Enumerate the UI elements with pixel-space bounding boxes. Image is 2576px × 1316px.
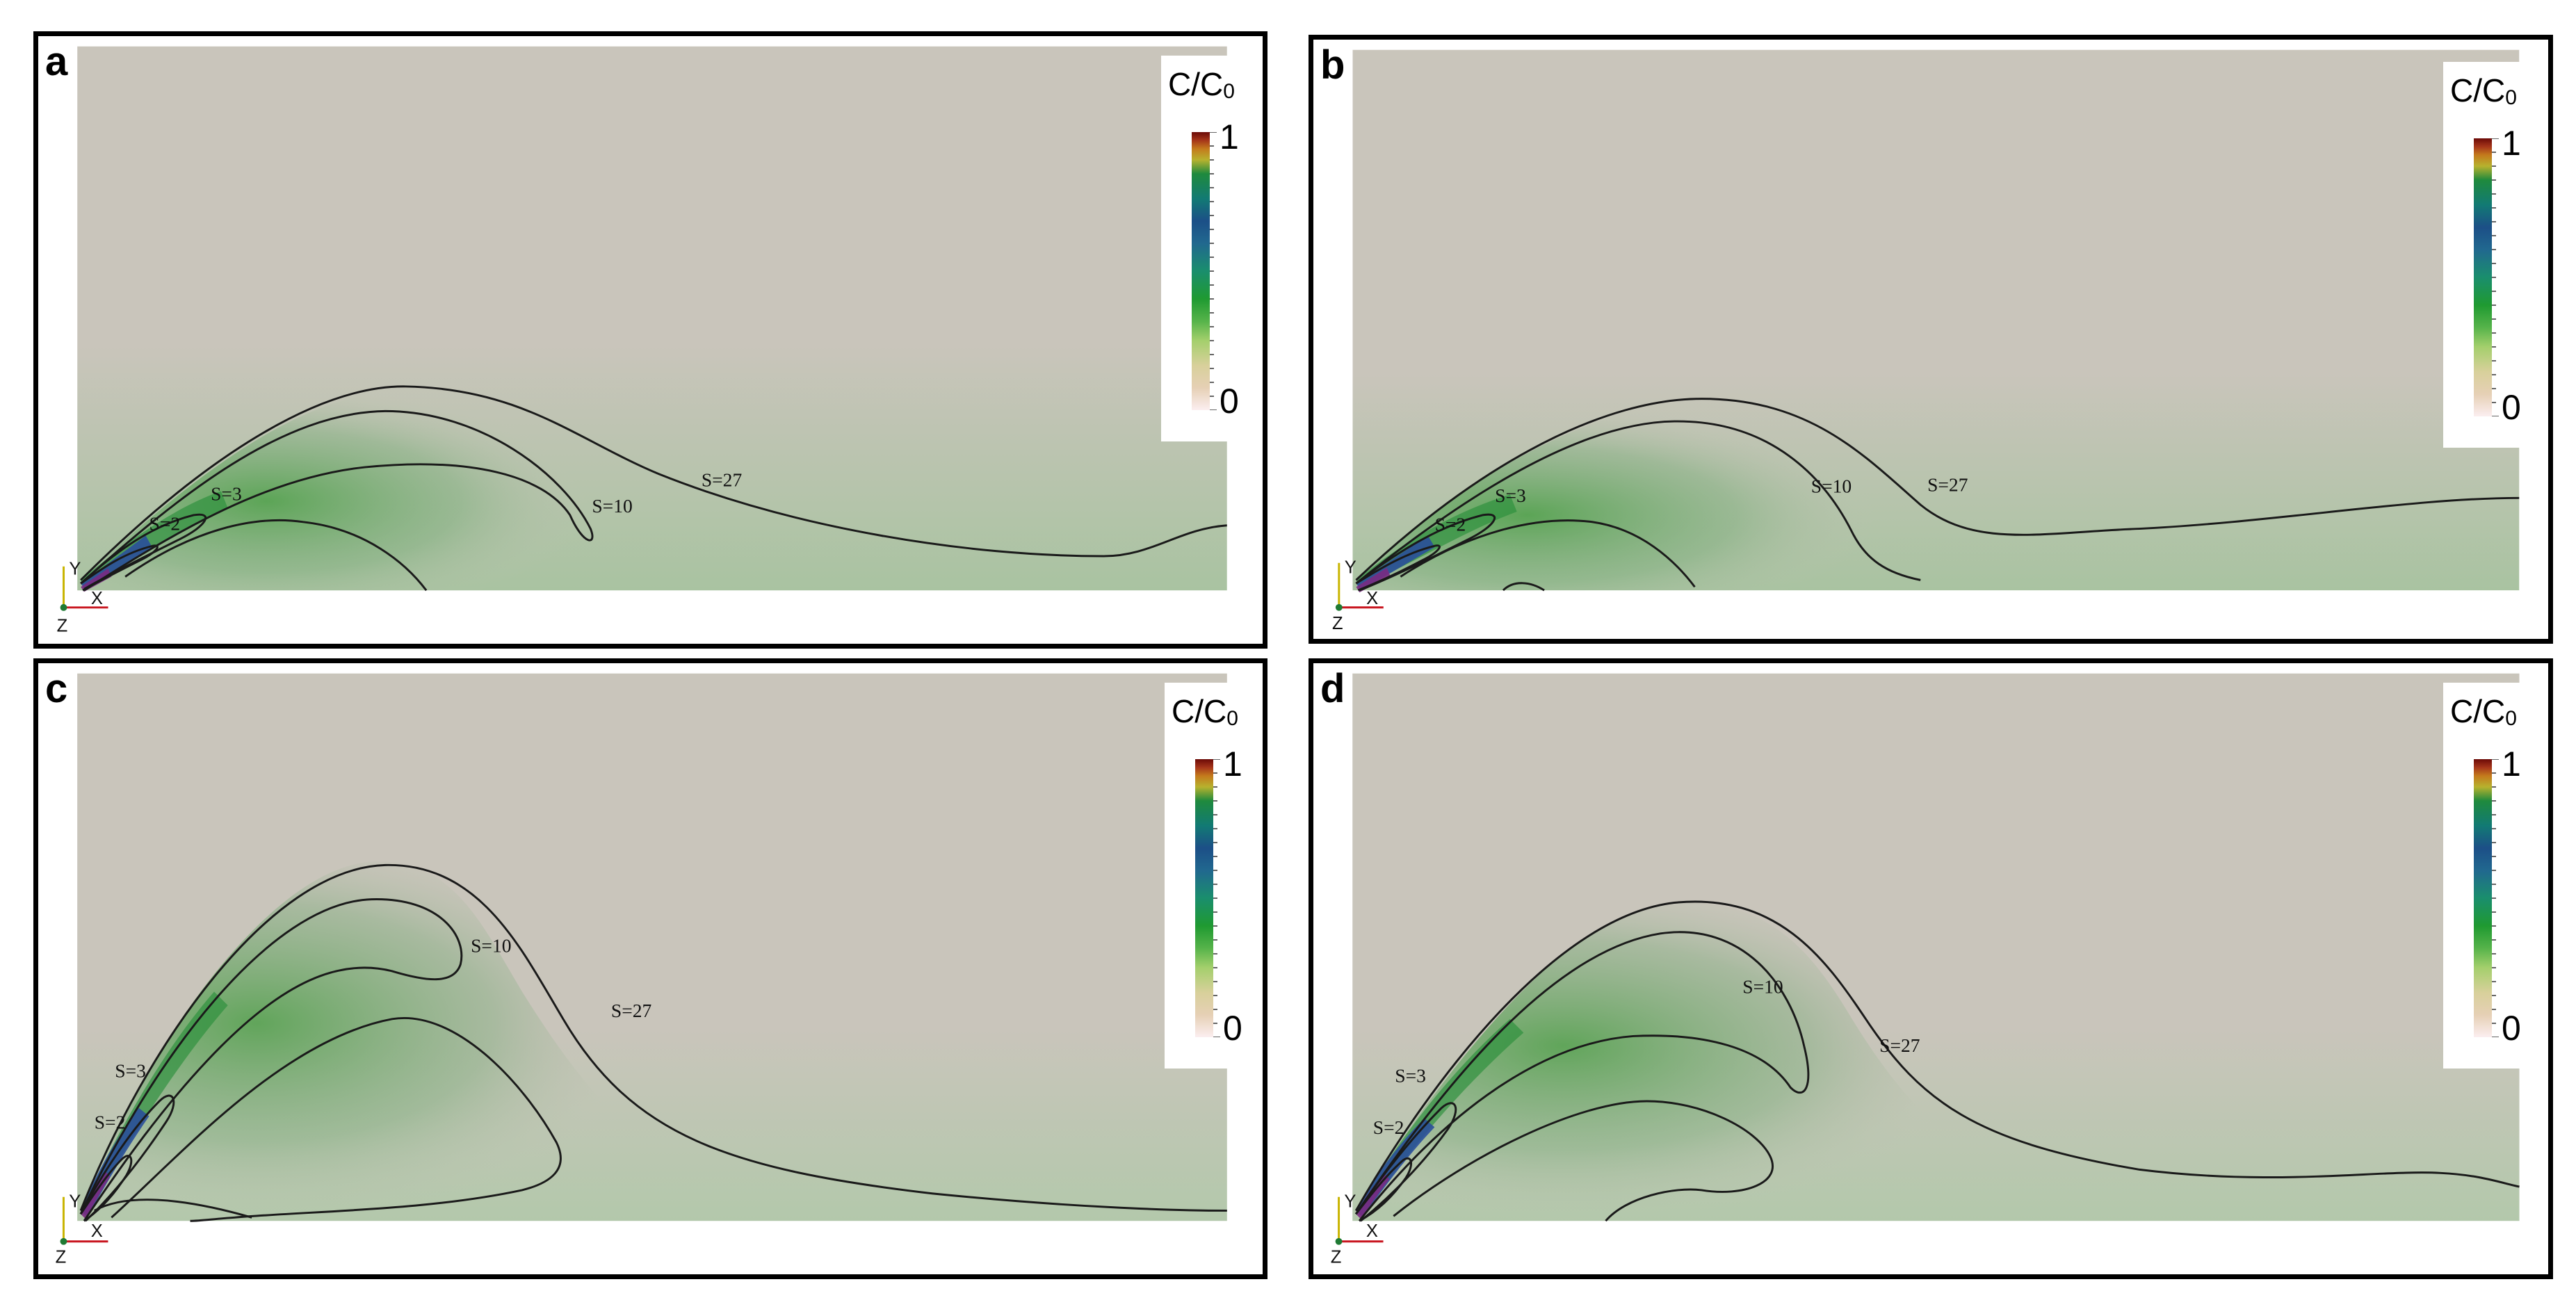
axis-triad-icon: Y X Z (56, 1192, 108, 1267)
x-axis-label: X (1366, 589, 1378, 608)
colorbar-gradient (2474, 759, 2492, 1037)
panel-c: S=2 S=3 S=10 S=27 Y X Z c C/C0 1 0 (33, 658, 1267, 1279)
colorbar-max-label: 1 (1223, 745, 1242, 783)
colorbar-gradient (1192, 132, 1210, 410)
colorbar: C/C0 1 0 (2443, 62, 2532, 448)
colorbar-ticks (2492, 759, 2499, 1037)
contour-label: S=10 (592, 495, 632, 517)
colorbar-min-label: 0 (2502, 388, 2521, 427)
contour-s3-line (1355, 513, 1496, 592)
axis-triad-icon: Y X Z (1332, 558, 1384, 633)
axis-triad-icon: Y X Z (57, 560, 108, 635)
contour-s3-line (1354, 1102, 1457, 1222)
contour-label: S=3 (211, 482, 242, 504)
plume-body (77, 391, 618, 591)
contour-label: S=27 (702, 469, 742, 491)
contour-s27-line (80, 385, 1227, 581)
contour-small-loop (1502, 582, 1545, 592)
concentration-field-b: S=2 S=3 S=10 S=27 Y X Z (1332, 49, 2520, 633)
panel-letter: b (1320, 42, 1345, 88)
z-axis-label: Z (57, 616, 68, 635)
colorbar-min-label: 0 (1220, 382, 1239, 421)
y-axis-label: Y (1344, 1192, 1356, 1212)
z-axis-label: Z (1332, 614, 1343, 633)
x-axis-label: X (91, 1221, 103, 1241)
contour-s27-line (79, 863, 1227, 1212)
panel-letter: d (1320, 666, 1345, 711)
axis-triad-icon: Y X Z (1331, 1192, 1384, 1267)
contour-s2-line (79, 1155, 133, 1222)
contour-lower-loop (1393, 1100, 1774, 1222)
contour-s27-line (1354, 900, 2520, 1212)
y-axis-label: Y (1345, 558, 1356, 578)
colorbar-title: C/C0 (2450, 72, 2517, 109)
colorbar-ticks (1210, 132, 1217, 410)
colorbar-title: C/C0 (1172, 693, 1238, 730)
contour-s2-line (80, 544, 159, 592)
panel-d: S=2 S=3 S=10 S=27 Y X Z d C/C0 1 0 (1309, 658, 2553, 1279)
contour-s2-line (1355, 544, 1441, 592)
contour-s10-line (80, 409, 594, 592)
colorbar-min-label: 0 (1223, 1009, 1242, 1048)
contour-s10-line (79, 898, 463, 1222)
x-axis-label: X (91, 589, 103, 608)
concentration-field-c: S=2 S=3 S=10 S=27 Y X Z (56, 673, 1227, 1267)
contour-s27-line (1355, 398, 2520, 581)
plume-body (1352, 902, 2106, 1221)
colorbar-ticks (1213, 759, 1220, 1037)
plume-source-hot (1356, 567, 1391, 593)
contour-label: S=3 (115, 1060, 146, 1082)
panel-a: S=2 S=3 S=10 S=27 Y X Z a C/C0 1 0 (33, 31, 1267, 649)
colorbar-min-label: 0 (2502, 1009, 2521, 1048)
colorbar-ticks (2492, 138, 2499, 416)
plume-body (77, 861, 796, 1221)
contour-label: S=2 (1435, 514, 1466, 535)
contour-label: S=2 (1373, 1116, 1404, 1138)
plume-body (1352, 402, 1934, 591)
contour-label: S=10 (1742, 975, 1783, 997)
colorbar: C/C0 1 0 (2443, 683, 2532, 1069)
colorbar-gradient (2474, 138, 2492, 416)
contour-label: S=10 (471, 934, 511, 956)
z-axis-label: Z (1331, 1247, 1342, 1267)
z-axis-label: Z (56, 1247, 67, 1267)
colorbar: C/C0 1 0 (1161, 56, 1250, 441)
contour-s10-line (1355, 420, 1921, 585)
colorbar-title: C/C0 (1168, 66, 1235, 103)
colorbar-max-label: 1 (1220, 117, 1239, 156)
panel-letter: c (45, 666, 68, 711)
contour-label: S=10 (1811, 475, 1852, 496)
colorbar-max-label: 1 (2502, 124, 2521, 163)
contour-label: S=27 (1879, 1034, 1920, 1056)
contour-label: S=3 (1395, 1064, 1426, 1086)
panel-b: S=2 S=3 S=10 S=27 Y X Z b C/C0 1 0 (1309, 35, 2553, 644)
contour-label: S=2 (95, 1111, 126, 1132)
y-axis-label: Y (69, 1192, 81, 1212)
contour-s10-line (1354, 931, 1810, 1222)
contour-s2-line (1354, 1157, 1413, 1222)
contour-small-loop (94, 1199, 252, 1219)
concentration-field-d: S=2 S=3 S=10 S=27 Y X Z (1331, 673, 2520, 1267)
y-axis-label: Y (69, 560, 81, 579)
contour-label: S=27 (611, 1000, 651, 1021)
contour-lower-loop (1400, 519, 1696, 588)
colorbar-title: C/C0 (2450, 693, 2517, 730)
colorbar-max-label: 1 (2502, 745, 2521, 783)
contour-label: S=2 (149, 513, 181, 535)
concentration-field-a: S=2 S=3 S=10 S=27 Y X Z (57, 46, 1227, 635)
contour-lower-loop (124, 519, 428, 592)
contour-lower-loop (111, 1017, 562, 1222)
panel-letter: a (45, 39, 68, 84)
x-axis-label: X (1366, 1221, 1378, 1241)
contour-label: S=3 (1495, 485, 1526, 506)
contour-label: S=27 (1927, 473, 1968, 495)
colorbar: C/C0 1 0 (1165, 683, 1254, 1069)
colorbar-gradient (1195, 759, 1213, 1037)
plume-source-hot (1356, 1173, 1390, 1219)
